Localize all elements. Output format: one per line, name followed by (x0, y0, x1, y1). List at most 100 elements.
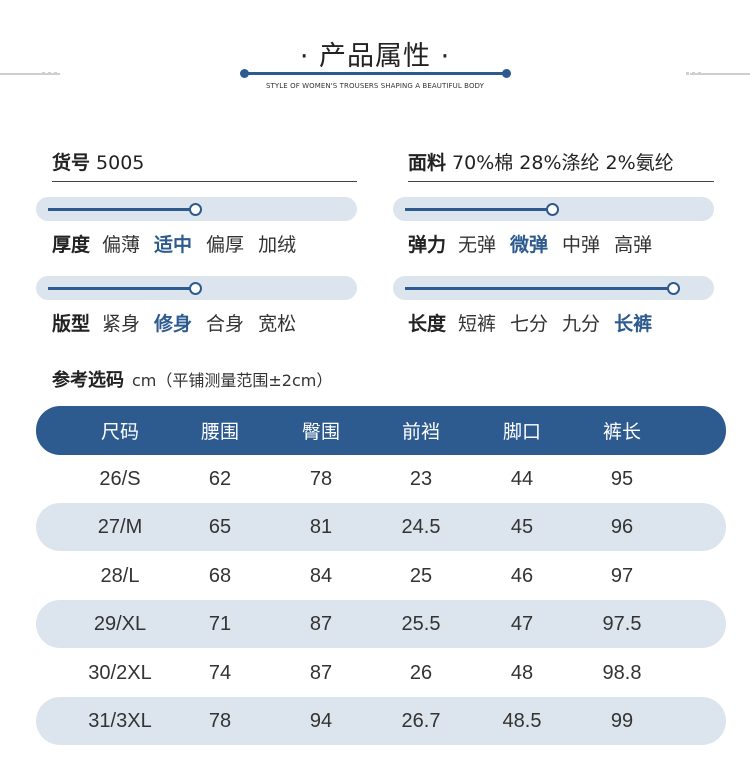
header-cell-hip: 臀围 (301, 421, 340, 443)
cell-size: 29/XL (93, 612, 147, 635)
table-row: 28/L 68 84 25 46 97 (36, 552, 726, 600)
cell-leg-opening: 47 (510, 612, 534, 635)
item-number-value: 5005 (96, 152, 145, 174)
fit-option: 合身 (206, 313, 245, 335)
fit-option-selected: 修身 (154, 313, 193, 335)
cell-front-rise: 24.5 (401, 515, 441, 538)
length-option: 七分 (510, 313, 549, 335)
thickness-option: 偏厚 (206, 234, 245, 256)
fit-slider-knob (189, 282, 202, 295)
cell-waist: 71 (208, 612, 232, 635)
cell-leg-opening: 48 (510, 661, 534, 684)
fit-slider (36, 276, 357, 300)
cell-hip: 84 (309, 564, 333, 587)
length-options: 长度 短裤 七分 九分 长裤 (408, 309, 666, 336)
cell-length: 98.8 (602, 661, 642, 684)
cell-length: 97 (610, 564, 634, 587)
length-option: 九分 (562, 313, 601, 335)
cell-leg-opening: 45 (510, 515, 534, 538)
size-reference-label: 参考选码 (52, 370, 124, 391)
length-slider (393, 276, 714, 300)
thickness-options: 厚度 偏薄 适中 偏厚 加绒 (52, 230, 310, 257)
cell-waist: 62 (208, 467, 232, 490)
table-row: 26/S 62 78 23 44 95 (36, 455, 726, 503)
cell-leg-opening: 44 (510, 467, 534, 490)
header-right-dashes (686, 72, 704, 75)
fit-option: 宽松 (258, 313, 297, 335)
thickness-label: 厚度 (52, 234, 91, 256)
cell-hip: 87 (309, 661, 333, 684)
elasticity-label: 弹力 (408, 234, 447, 256)
cell-length: 99 (610, 709, 634, 732)
header-cell-length: 裤长 (602, 421, 641, 443)
header-right-line (690, 73, 750, 75)
size-reference-note: cm（平铺测量范围±2cm） (132, 371, 333, 390)
elasticity-slider-fill (405, 208, 553, 211)
cell-length: 96 (610, 515, 634, 538)
table-row: 31/3XL 78 94 26.7 48.5 99 (36, 697, 726, 745)
cell-hip: 87 (309, 612, 333, 635)
thickness-slider (36, 197, 357, 221)
item-number: 货号 5005 (52, 148, 357, 182)
cell-waist: 74 (208, 661, 232, 684)
fit-label: 版型 (52, 313, 91, 335)
cell-size: 30/2XL (88, 661, 152, 684)
fabric-label: 面料 (408, 152, 447, 174)
length-label: 长度 (408, 313, 447, 335)
page-title: · 产品属性 · (299, 41, 451, 72)
cell-front-rise: 23 (409, 467, 433, 490)
cell-leg-opening: 48.5 (502, 709, 542, 732)
thickness-option-selected: 适中 (154, 234, 193, 256)
page-subtitle: STYLE OF WOMEN'S TROUSERS SHAPING A BEAU… (265, 82, 485, 90)
cell-size: 27/M (97, 515, 143, 538)
thickness-option: 偏薄 (102, 234, 141, 256)
cell-hip: 94 (309, 709, 333, 732)
header-left-dashes (42, 72, 60, 75)
fit-slider-fill (48, 287, 196, 290)
length-slider-fill (405, 287, 673, 290)
thickness-slider-fill (48, 208, 196, 211)
cell-hip: 78 (309, 467, 333, 490)
elasticity-slider-knob (546, 203, 559, 216)
cell-front-rise: 26.7 (401, 709, 441, 732)
header-cell-leg-opening: 脚口 (502, 421, 541, 443)
cell-waist: 78 (208, 709, 232, 732)
cell-size: 26/S (99, 467, 141, 490)
length-option-selected: 长裤 (614, 313, 653, 335)
table-row: 29/XL 71 87 25.5 47 97.5 (36, 600, 726, 648)
cell-front-rise: 25.5 (401, 612, 441, 635)
size-table-header: 尺码 腰围 臀围 前裆 脚口 裤长 (36, 406, 726, 455)
cell-waist: 65 (208, 515, 232, 538)
elasticity-option: 中弹 (562, 234, 601, 256)
header-cell-waist: 腰围 (200, 421, 239, 443)
item-number-label: 货号 (52, 152, 91, 174)
cell-size: 28/L (100, 564, 140, 587)
table-row: 27/M 65 81 24.5 45 96 (36, 503, 726, 551)
thickness-slider-knob (189, 203, 202, 216)
fit-option: 紧身 (102, 313, 141, 335)
table-row: 30/2XL 74 87 26 48 98.8 (36, 649, 726, 697)
title-underline-dot-left (240, 69, 249, 78)
header-cell-size: 尺码 (100, 421, 139, 443)
title-underline-dot-right (502, 69, 511, 78)
cell-front-rise: 26 (409, 661, 433, 684)
cell-leg-opening: 46 (510, 564, 534, 587)
fabric-value: 70%棉 28%涤纶 2%氨纶 (452, 152, 674, 174)
fit-options: 版型 紧身 修身 合身 宽松 (52, 309, 310, 336)
length-option: 短裤 (458, 313, 497, 335)
elasticity-options: 弹力 无弹 微弹 中弹 高弹 (408, 230, 666, 257)
cell-waist: 68 (208, 564, 232, 587)
elasticity-option: 无弹 (458, 234, 497, 256)
elasticity-slider (393, 197, 714, 221)
cell-length: 97.5 (602, 612, 642, 635)
cell-front-rise: 25 (409, 564, 433, 587)
size-reference-title: 参考选码 cm（平铺测量范围±2cm） (52, 366, 332, 392)
cell-size: 31/3XL (88, 709, 152, 732)
elasticity-option-selected: 微弹 (510, 234, 549, 256)
thickness-option: 加绒 (258, 234, 297, 256)
length-slider-knob (667, 282, 680, 295)
cell-length: 95 (610, 467, 634, 490)
fabric: 面料 70%棉 28%涤纶 2%氨纶 (408, 148, 714, 182)
cell-hip: 81 (309, 515, 333, 538)
elasticity-option: 高弹 (614, 234, 653, 256)
